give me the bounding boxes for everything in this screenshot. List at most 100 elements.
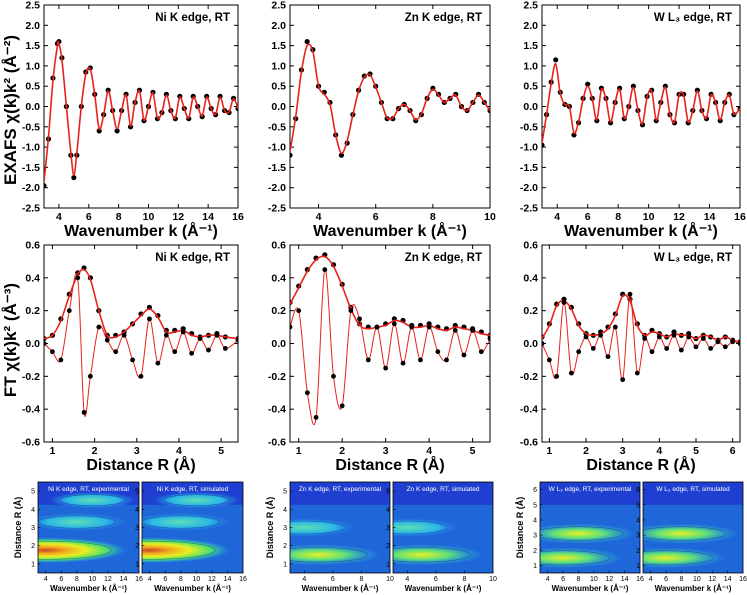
y-tick-label: 0.2 [523,305,538,317]
y-axis-label: Distance R (Å) [265,497,275,559]
y-tick-label: 5 [31,489,35,496]
heatmap-peak [38,512,129,532]
fit-line [542,294,740,343]
y-tick-label: 0.4 [523,272,538,284]
x-tick-label: 6 [561,576,565,583]
x-tick-label: 12 [708,576,716,583]
chart-annotation: Zn K edge, RT [405,12,482,24]
experimental-point [163,332,169,338]
plot-area [542,291,740,383]
experimental-point [671,332,677,338]
plot-frame [43,244,239,443]
heatmap-field [393,504,493,573]
experimental-point [290,324,293,330]
x-tick-label: 6 [730,445,736,457]
experimental-point [554,373,560,379]
experimental-point [418,357,423,363]
experimental-point [487,336,490,341]
y-tick-label: 4 [31,507,35,514]
y-tick-label: -0.6 [520,437,538,449]
x-tick-label: 3 [620,445,626,457]
y-tick-label: 1.0 [271,60,286,72]
x-tick-label: 12 [208,576,216,583]
y-axis-label: Distance R (Å) [515,497,525,559]
heatmap-contour [643,550,714,566]
x-tick-label: 5 [693,445,699,457]
y-tick-label: 0.0 [271,101,286,113]
experimental-point [642,336,648,341]
y-axis-label: Distance R (Å) [13,497,23,559]
y-tick-label: 5 [135,489,139,496]
experimental-point [104,337,110,343]
y-tick-label: 0.4 [25,272,40,284]
x-tick-label: 8 [680,576,684,583]
x-tick-label: 8 [116,211,122,223]
experimental-point [630,83,636,89]
y-tick-label: 2 [533,548,537,555]
chart-annotation: Zn K edge, RT [405,252,482,264]
y-tick-label: 3 [283,525,287,532]
x-tick-label: 8 [615,211,621,223]
chart-annotation: Ni K edge, RT [155,252,230,264]
experimental-point [339,403,345,409]
x-tick-label: 8 [577,576,581,583]
y-tick-label: 1 [386,561,390,568]
experimental-point [81,410,87,415]
x-axis-label: Distance R (Å) [335,455,444,474]
y-tick-label: 2 [135,543,139,550]
experimental-point [71,174,77,181]
experimental-point [322,267,328,273]
chart-ft-zn: 1 2 3 4 5 -0.6 -0.4 -0.2 0.0 0.2 0.4 0.6 Distance R … [268,240,491,474]
experimental-point [155,360,161,366]
experimental-point [172,349,178,355]
heatmap-contour [142,515,221,529]
x-tick-label: 4 [316,211,322,223]
x-tick-label: 14 [724,576,732,583]
y-tick-label: -0.4 [22,404,40,416]
y-tick-label: 0.6 [523,240,538,252]
fit-line [44,40,238,182]
chart-annotation: Ni K edge, RT [155,12,230,24]
chart-ft-w: 1 2 3 4 5 6 -0.6 -0.4 -0.2 0.0 0.2 0.4 0.6 Distance R… [520,240,741,474]
x-tick-label: 4 [148,576,152,583]
exafs-row-ylabel: EXAFS χ(k)k² (Å⁻²) [1,35,20,185]
experimental-point [553,57,559,63]
x-tick-label: 6 [86,211,92,223]
y-tick-label: 2.0 [271,20,286,32]
heatmap-contour [290,520,346,535]
y-tick-label: -0.6 [268,437,286,449]
heatmap-peak [290,518,358,537]
y-tick-label: 0.4 [271,272,286,284]
x-tick-label: 14 [224,576,232,583]
experimental-point [87,373,93,379]
x-axis-label: Wavenumber k (Å⁻¹) [154,584,231,593]
x-tick-label: 2 [92,445,98,457]
heatmap-field [38,491,139,573]
heatmap-peak [38,537,127,563]
y-tick-label: 1 [533,563,537,570]
experimental-point [708,346,714,351]
y-tick-label: -1.0 [22,142,40,154]
y-tick-label: 4 [283,507,287,514]
chart-exafs-ni: 4 6 8 10 12 14 16 -2.5 -2.0 -1.5 -1.0 -0.5 0.0 0.5 1.0… [22,0,244,240]
heatmap-contour [142,540,216,560]
y-tick-label: -0.2 [520,371,538,383]
y-tick-label: -2.0 [268,182,286,194]
experimental-point [214,332,220,338]
chart-annotation: W L₃ edge, RT, experimental [549,486,632,493]
y-tick-label: -2.5 [22,203,40,215]
x-tick-label: 4 [176,445,182,457]
y-tick-label: 4 [636,517,640,524]
experimental-point [66,308,72,314]
y-tick-label: 2.5 [271,0,286,12]
x-tick-label: 16 [739,576,747,583]
experimental-point [338,152,345,158]
experimental-point [189,350,195,356]
heatmap-field [290,504,390,573]
y-tick-label: 2.5 [523,0,538,12]
experimental-point [664,346,670,351]
y-tick-label: 6 [636,487,640,494]
experimental-point [686,334,692,340]
chart-exafs-w: 4 6 8 10 12 14 16 -2.5 -2.0 -1.5 -1.0 -0.5 0.0 0.5 1.0… [520,0,746,240]
